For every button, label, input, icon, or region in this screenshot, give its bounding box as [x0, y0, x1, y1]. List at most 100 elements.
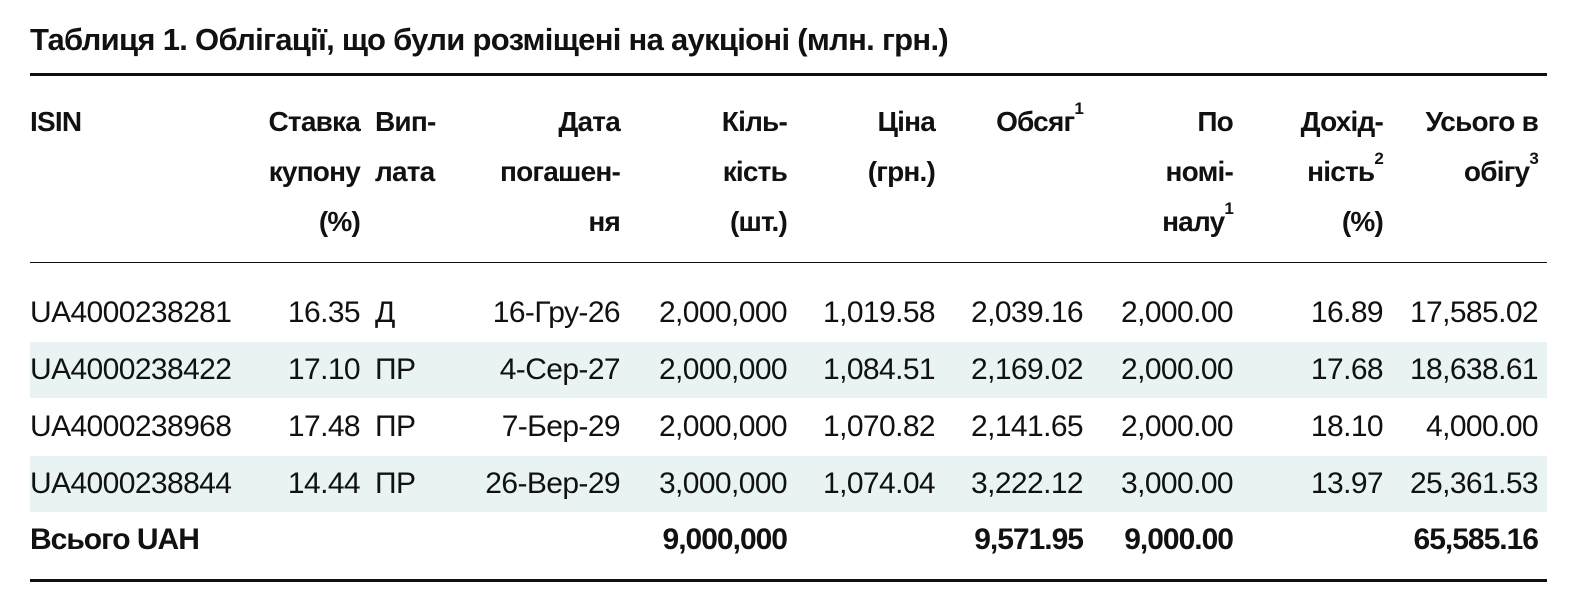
header-cell: Вип- [375, 104, 436, 140]
total-cell: 9,000,000 [662, 523, 788, 556]
top-rule [30, 73, 1547, 76]
header-cell: Ціна [877, 104, 935, 140]
table-cell: 1,084.51 [823, 353, 936, 386]
table-cell: 16.35 [287, 296, 361, 329]
header-text: ня [588, 206, 620, 237]
header-cell: (%) [318, 204, 361, 240]
header-cell: ня [588, 204, 620, 240]
table-cell: Д [375, 296, 395, 329]
header-text: ISIN [30, 106, 82, 137]
header-cell: лата [375, 154, 435, 190]
row-shade [30, 456, 1547, 512]
header-cell: номі- [1165, 154, 1234, 190]
table-title: Таблиця 1. Облігації, що були розміщені … [30, 22, 949, 57]
header-rule [30, 262, 1547, 263]
header-text: лата [375, 156, 435, 187]
footnote-mark: 2 [1374, 149, 1383, 168]
header-text: ність [1307, 156, 1375, 187]
table-cell: ПР [375, 467, 416, 500]
header-cell: Кіль- [721, 104, 788, 140]
table-cell: 2,000,000 [658, 296, 788, 329]
header-cell: погашен- [500, 154, 621, 190]
header-cell: купону [268, 154, 361, 190]
header-text: купону [268, 156, 361, 187]
table-cell: ПР [375, 353, 416, 386]
total-cell: 9,571.95 [974, 523, 1084, 556]
header-text: обігу [1463, 156, 1530, 187]
header-cell: (грн.) [867, 154, 936, 190]
table-cell: UA4000238968 [30, 410, 232, 443]
footnote-mark: 3 [1529, 149, 1538, 168]
header-text: номі- [1165, 156, 1234, 187]
header-text: Ціна [877, 106, 935, 137]
header-text: (%) [318, 206, 361, 237]
table-cell: 1,070.82 [823, 410, 936, 443]
header-cell: Усього в [1425, 104, 1538, 140]
table-cell: UA4000238422 [30, 353, 232, 386]
header-cell: Обсяг1 [996, 100, 1084, 140]
table-cell: 13.97 [1310, 467, 1384, 500]
header-cell: кість [722, 154, 788, 190]
table-cell: 17,585.02 [1409, 296, 1539, 329]
header-cell: обігу3 [1463, 150, 1539, 190]
table-cell: 2,000.00 [1121, 353, 1234, 386]
table-cell: 2,000,000 [658, 353, 788, 386]
table-cell: UA4000238844 [30, 467, 232, 500]
total-cell: 65,585.16 [1413, 523, 1539, 556]
footnote-mark: 1 [1074, 99, 1083, 118]
table-cell: 2,000,000 [658, 410, 788, 443]
table-cell: 14.44 [287, 467, 361, 500]
header-cell: ність2 [1307, 150, 1384, 190]
table-cell: 4-Сер-27 [499, 353, 621, 386]
header-text: (%) [1341, 206, 1384, 237]
header-text: Усього в [1425, 106, 1538, 137]
header-cell: (%) [1341, 204, 1384, 240]
table-cell: 2,039.16 [971, 296, 1084, 329]
table-cell: 7-Бер-29 [501, 410, 621, 443]
header-text: Дохід- [1300, 106, 1384, 137]
header-cell: (шт.) [729, 204, 788, 240]
table-cell: 25,361.53 [1409, 467, 1539, 500]
table-cell: 16-Гру-26 [492, 296, 621, 329]
header-text: Обсяг [996, 106, 1075, 137]
table-cell: 2,000.00 [1121, 296, 1234, 329]
header-cell: Ставка [268, 104, 360, 140]
header-text: Дата [558, 106, 620, 137]
bottom-rule [30, 579, 1547, 582]
table-cell: 16.89 [1310, 296, 1384, 329]
header-text: налу [1162, 206, 1225, 237]
table-cell: 4,000.00 [1426, 410, 1539, 443]
header-cell: По [1197, 104, 1233, 140]
header-text: По [1197, 106, 1233, 137]
header-text: (грн.) [867, 156, 936, 187]
header-text: кість [722, 156, 788, 187]
table-cell: 2,169.02 [971, 353, 1084, 386]
table-cell: 3,000,000 [658, 467, 788, 500]
table-cell: UA4000238281 [30, 296, 232, 329]
header-cell: Дохід- [1300, 104, 1384, 140]
table-cell: ПР [375, 410, 416, 443]
table-cell: 3,222.12 [971, 467, 1084, 500]
header-text: Кіль- [721, 106, 788, 137]
row-shade [30, 342, 1547, 398]
table-cell: 1,074.04 [823, 467, 936, 500]
table-cell: 18.10 [1310, 410, 1384, 443]
header-text: Вип- [375, 106, 436, 137]
header-text: Ставка [268, 106, 360, 137]
table-cell: 18,638.61 [1409, 353, 1539, 386]
table-cell: 1,019.58 [823, 296, 936, 329]
header-cell: Дата [558, 104, 620, 140]
table-cell: 17.10 [287, 353, 361, 386]
footnote-mark: 1 [1224, 199, 1233, 218]
table-cell: 2,141.65 [971, 410, 1084, 443]
table-cell: 17.68 [1310, 353, 1384, 386]
table-cell: 17.48 [287, 410, 361, 443]
table-cell: 26-Вер-29 [485, 467, 620, 500]
table-cell: 3,000.00 [1121, 467, 1234, 500]
table-cell: 2,000.00 [1121, 410, 1234, 443]
header-cell: ISIN [30, 104, 82, 140]
header-text: (шт.) [729, 206, 788, 237]
header-text: погашен- [500, 156, 621, 187]
total-cell: 9,000.00 [1124, 523, 1234, 556]
